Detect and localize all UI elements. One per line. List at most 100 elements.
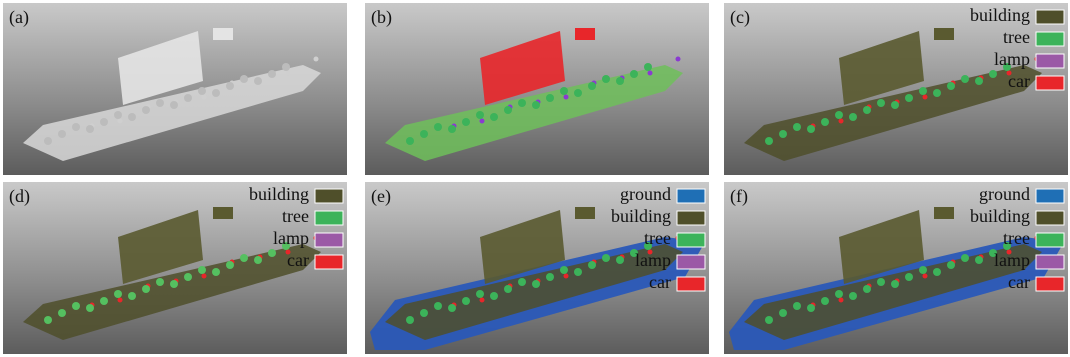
tree-cloud (518, 278, 526, 286)
tree-cloud (406, 137, 414, 145)
tree-cloud (184, 273, 192, 281)
tree-cloud (532, 280, 540, 288)
tree-cloud (490, 113, 498, 121)
legend-label: car (287, 250, 309, 270)
tree-cloud (616, 256, 624, 264)
tree-cloud (226, 261, 234, 269)
panel-label: (d) (9, 186, 30, 207)
tree-cloud (170, 101, 178, 109)
panel: (b) (365, 3, 709, 175)
tree-cloud (462, 118, 470, 126)
tree-cloud (462, 297, 470, 305)
car-cloud (923, 95, 928, 100)
tree-cloud (975, 77, 983, 85)
tree-cloud (574, 89, 582, 97)
small-object (213, 207, 233, 219)
tree-cloud (44, 316, 52, 324)
tree-cloud (100, 297, 108, 305)
tree-cloud (793, 123, 801, 131)
car-cloud (202, 95, 207, 100)
tree-cloud (560, 266, 568, 274)
tree-cloud (947, 82, 955, 90)
legend-swatch (1036, 255, 1064, 269)
car-cloud (286, 71, 291, 76)
tree-cloud (240, 75, 248, 83)
legend-swatch (1036, 54, 1064, 68)
tree-cloud (877, 278, 885, 286)
panel-label: (a) (9, 7, 29, 28)
tree-cloud (72, 302, 80, 310)
car-cloud (676, 57, 681, 62)
legend-swatch (315, 211, 343, 225)
tree-cloud (793, 302, 801, 310)
figure: (a)(b)(c)buildingtreelampcar(d)buildingt… (0, 0, 1070, 357)
car-cloud (314, 57, 319, 62)
tree-cloud (560, 87, 568, 95)
tree-cloud (602, 75, 610, 83)
tree-cloud (891, 101, 899, 109)
legend-label: car (1008, 71, 1030, 91)
legend-swatch (1036, 76, 1064, 90)
tree-cloud (863, 106, 871, 114)
tree-cloud (891, 280, 899, 288)
legend-label: lamp (273, 228, 309, 248)
small-object (213, 28, 233, 40)
car-cloud (648, 71, 653, 76)
tree-cloud (44, 137, 52, 145)
tree-cloud (142, 106, 150, 114)
car-cloud (480, 298, 485, 303)
legend-swatch (315, 233, 343, 247)
tree-cloud (905, 94, 913, 102)
tree-cloud (947, 261, 955, 269)
tree-cloud (807, 125, 815, 133)
panel: (e)groundbuildingtreelampcar (365, 182, 709, 354)
legend-label: building (970, 5, 1030, 25)
car-cloud (202, 274, 207, 279)
tree-cloud (156, 99, 164, 107)
tree-cloud (212, 268, 220, 276)
car-cloud (923, 274, 928, 279)
tree-cloud (588, 82, 596, 90)
small-object (934, 207, 954, 219)
tree-cloud (765, 316, 773, 324)
legend-swatch (1036, 211, 1064, 225)
legend-swatch (677, 255, 705, 269)
tree-cloud (905, 273, 913, 281)
tree-cloud (602, 254, 610, 262)
tree-cloud (142, 285, 150, 293)
car-cloud (839, 298, 844, 303)
panel-label: (b) (371, 7, 392, 28)
legend-swatch (677, 277, 705, 291)
car-cloud (839, 119, 844, 124)
legend-swatch (677, 211, 705, 225)
tree-cloud (490, 292, 498, 300)
tree-cloud (630, 70, 638, 78)
tree-cloud (198, 87, 206, 95)
tree-cloud (58, 309, 66, 317)
panel: (a) (3, 3, 347, 175)
panel-label: (e) (371, 186, 391, 207)
car-cloud (564, 95, 569, 100)
tree-cloud (254, 77, 262, 85)
tree-cloud (821, 118, 829, 126)
legend-label: car (1008, 272, 1030, 292)
tree-cloud (406, 316, 414, 324)
legend-swatch (315, 255, 343, 269)
tree-cloud (476, 111, 484, 119)
legend-swatch (677, 233, 705, 247)
tree-cloud (128, 292, 136, 300)
tree-cloud (268, 249, 276, 257)
tree-cloud (282, 63, 290, 71)
panel-label: (f) (730, 186, 748, 207)
tree-cloud (170, 280, 178, 288)
legend-swatch (677, 189, 705, 203)
legend-label: ground (620, 184, 671, 204)
car-cloud (118, 119, 123, 124)
tree-cloud (198, 266, 206, 274)
tree-cloud (86, 125, 94, 133)
tree-cloud (476, 290, 484, 298)
tree-cloud (114, 111, 122, 119)
legend-swatch (1036, 233, 1064, 247)
